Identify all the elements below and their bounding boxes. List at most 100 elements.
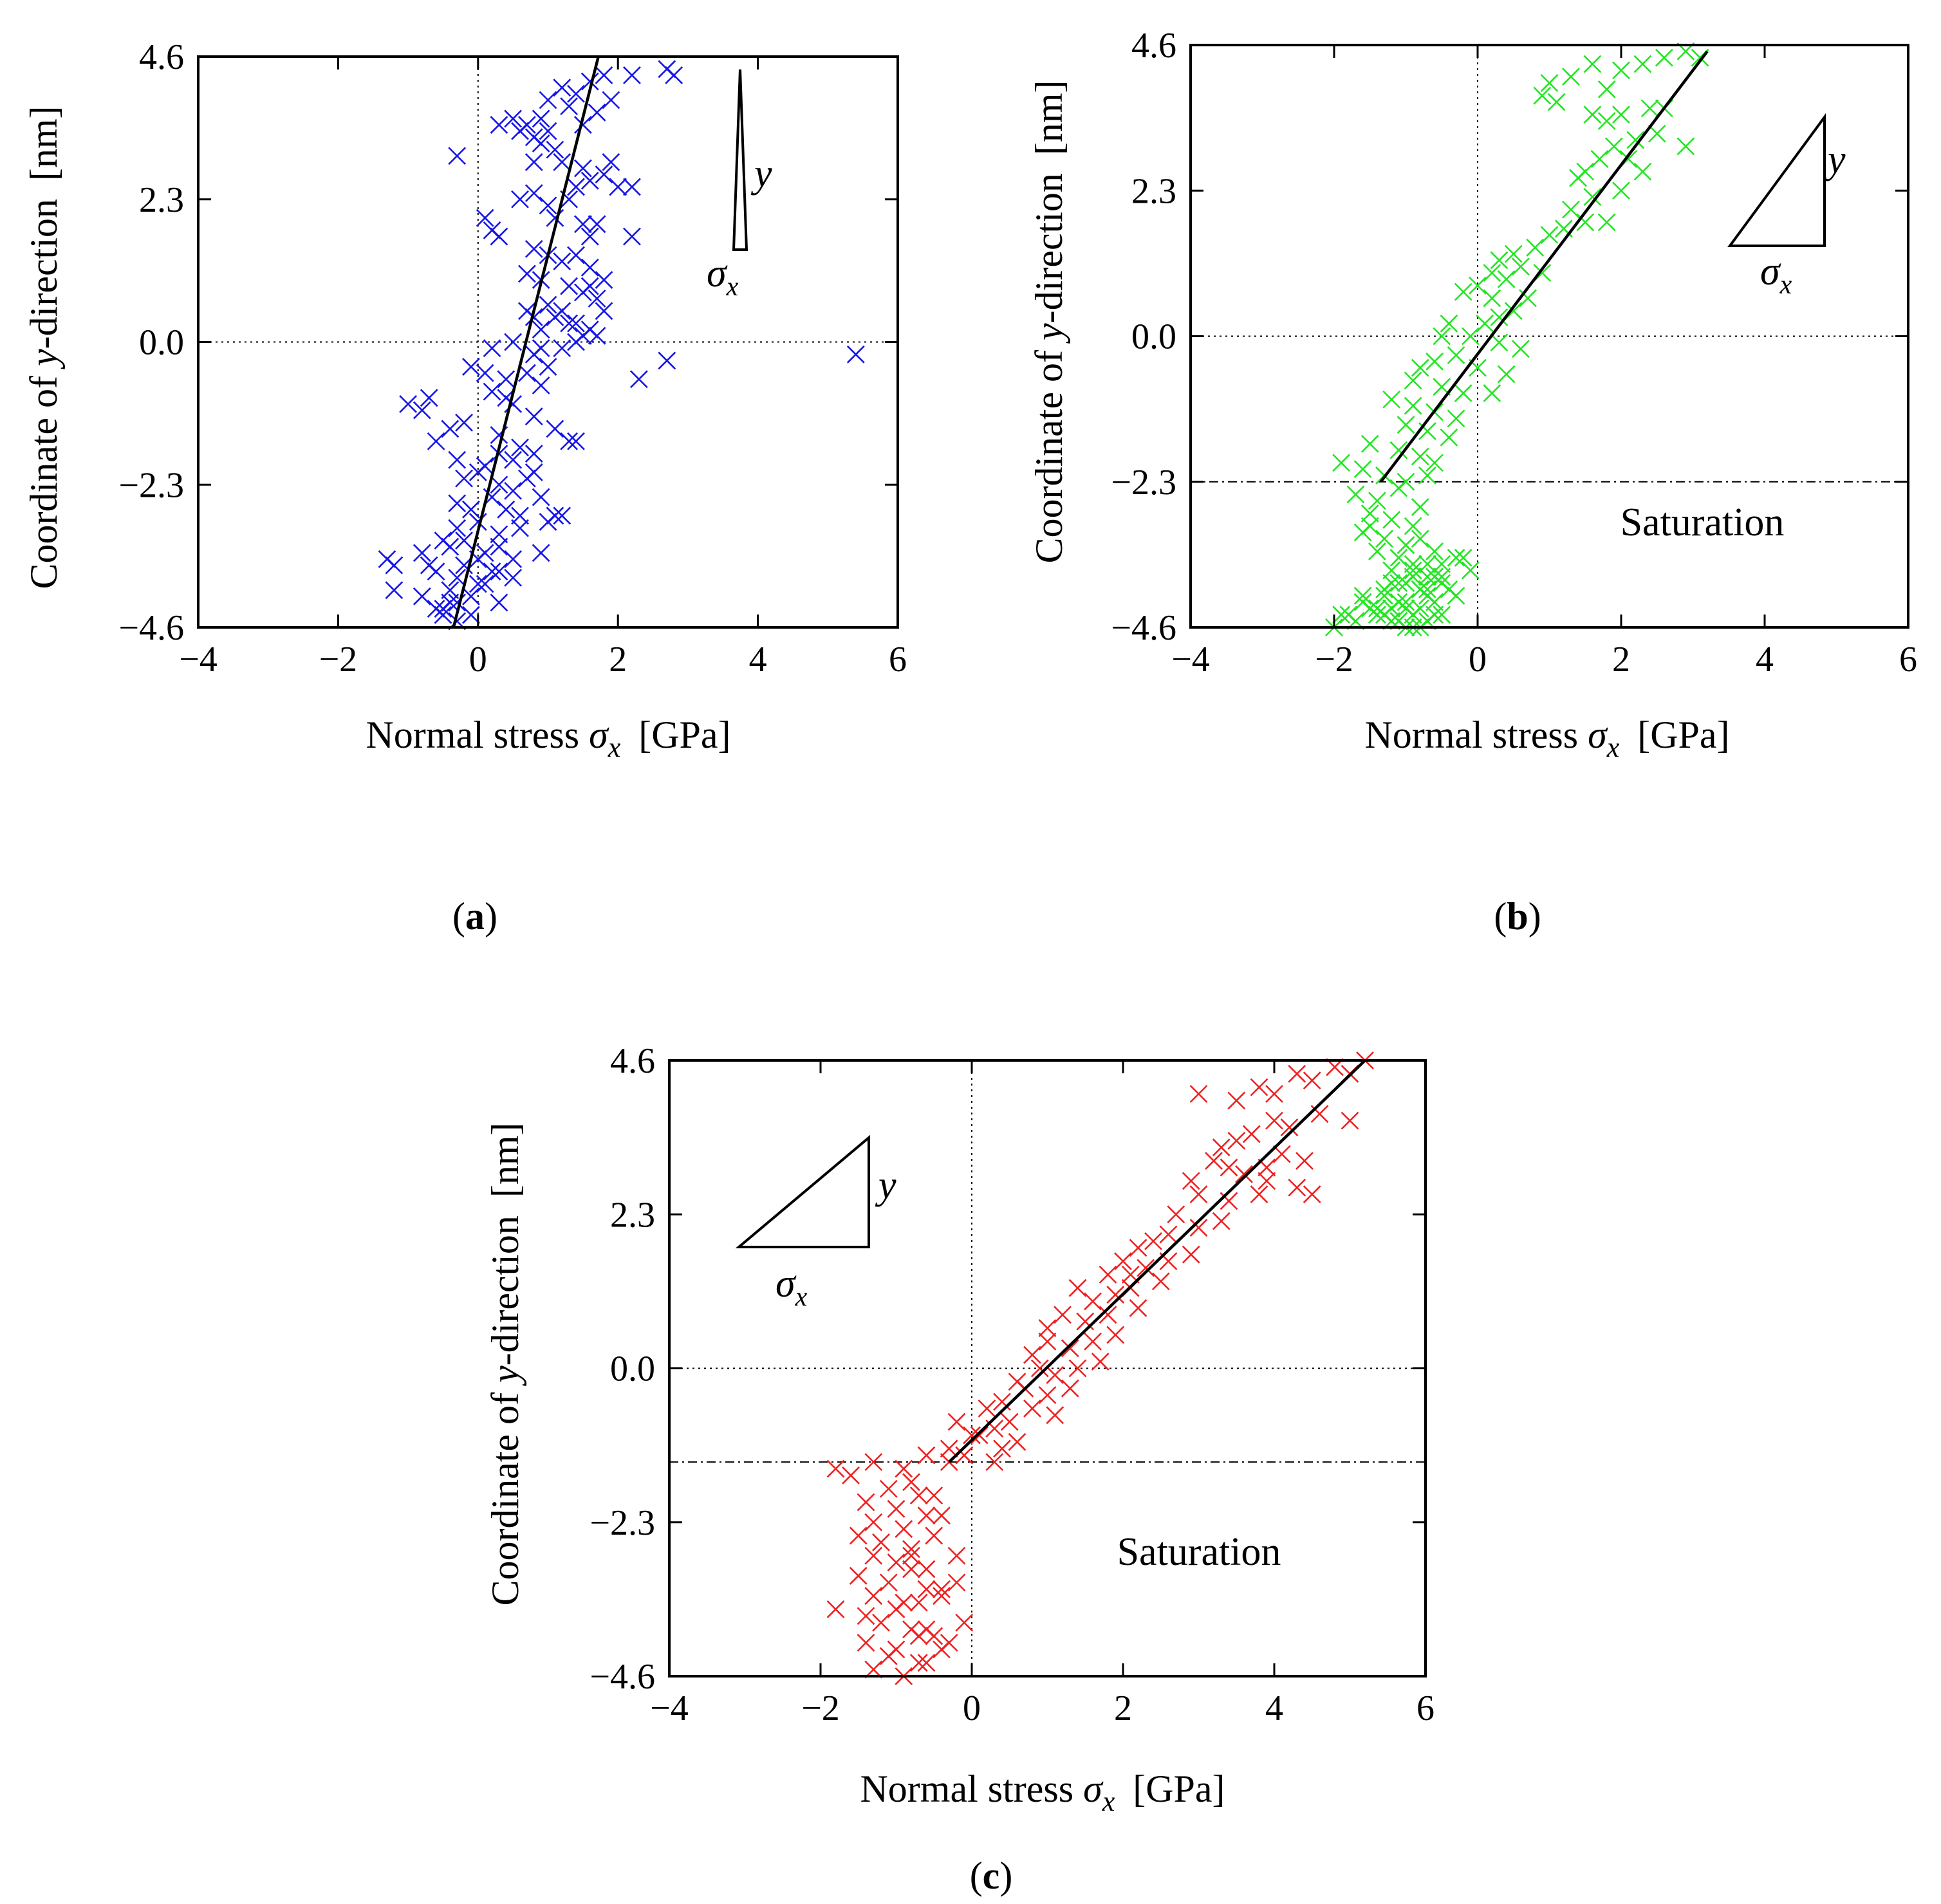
data-point-x-marker — [483, 339, 501, 358]
data-point-x-marker — [872, 1613, 890, 1632]
data-point-x-marker — [1389, 593, 1408, 611]
data-point-x-marker — [857, 1607, 875, 1625]
data-point-x-marker — [933, 1587, 951, 1605]
data-point-x-marker — [1626, 131, 1645, 149]
data-point-x-marker — [1404, 561, 1422, 580]
data-point-x-marker — [580, 227, 599, 246]
data-point-x-marker — [588, 103, 606, 122]
data-point-x-marker — [483, 562, 501, 581]
data-point-x-marker — [970, 1426, 989, 1445]
data-point-x-marker — [469, 463, 487, 481]
data-point-x-marker — [532, 320, 550, 339]
data-point-x-marker — [1296, 1152, 1314, 1170]
x-tick-labels: −4 −2 0 2 4 6 — [1171, 640, 1917, 679]
data-point-x-marker — [1454, 548, 1472, 567]
data-point-x-marker — [909, 1593, 928, 1612]
data-point-x-marker — [567, 333, 585, 351]
data-point-x-marker — [588, 326, 606, 345]
data-point-x-marker — [864, 1453, 883, 1472]
data-point-x-marker — [1046, 1365, 1064, 1384]
data-point-x-marker — [1220, 1158, 1238, 1177]
y-tick-label: 4.6 — [1131, 26, 1176, 66]
y-axis-label: Coordinate of y-direction[nm] — [23, 106, 65, 589]
data-point-x-marker — [1433, 327, 1451, 346]
data-point-x-marker — [546, 308, 564, 326]
data-point-x-marker — [1633, 55, 1652, 73]
data-point-x-marker — [864, 1587, 883, 1605]
data-point-x-marker — [1106, 1326, 1125, 1344]
data-point-x-marker — [1341, 1111, 1359, 1130]
data-point-x-marker — [887, 1600, 905, 1618]
data-point-x-marker — [1144, 1232, 1162, 1250]
data-point-x-marker — [895, 1459, 913, 1478]
data-point-x-marker — [887, 1500, 905, 1518]
data-point-x-marker — [1397, 574, 1415, 593]
data-point-x-marker — [413, 401, 431, 420]
y-tick-labels: −4.6 −2.3 0.0 2.3 4.6 — [1111, 26, 1176, 648]
data-point-x-marker — [573, 215, 592, 234]
y-axis-label: Coordinate of y-direction[nm] — [1028, 80, 1070, 563]
data-point-x-marker — [1454, 384, 1472, 402]
x-tick-label: 4 — [1756, 640, 1774, 679]
data-point-x-marker — [595, 165, 613, 184]
data-point-x-marker — [1490, 333, 1509, 352]
data-point-x-marker — [490, 476, 508, 494]
data-point-x-marker — [1411, 358, 1429, 377]
data-point-x-marker — [933, 1580, 951, 1598]
data-point-x-marker — [1426, 605, 1444, 624]
data-point-x-marker — [1490, 308, 1509, 326]
data-point-x-marker — [1404, 371, 1422, 390]
data-point-x-marker — [539, 91, 557, 109]
y-tick-label: 2.3 — [610, 1195, 655, 1235]
data-point-x-marker — [1389, 479, 1408, 497]
data-point-x-marker — [1084, 1292, 1102, 1311]
data-point-x-marker — [1137, 1259, 1155, 1277]
data-point-x-marker — [1576, 213, 1595, 232]
x-tick-label: −2 — [801, 1688, 840, 1728]
data-point-x-marker — [1418, 580, 1436, 598]
data-point-x-marker — [525, 407, 543, 426]
linear-fit-line — [948, 1059, 1366, 1463]
data-point-x-marker — [1426, 454, 1444, 472]
zero-reference-lines — [1191, 45, 1908, 627]
data-point-x-marker — [525, 308, 543, 326]
data-point-x-marker — [546, 208, 564, 227]
data-point-x-marker — [560, 432, 579, 450]
data-point-x-marker — [1418, 568, 1436, 586]
triangle-shape — [735, 1134, 870, 1248]
data-point-x-marker — [623, 178, 641, 196]
data-point-x-marker — [1265, 1111, 1283, 1130]
data-point-x-marker — [511, 438, 529, 457]
data-point-x-marker — [560, 97, 579, 116]
data-point-x-marker — [462, 605, 480, 624]
data-point-x-marker — [879, 1479, 898, 1498]
x-tick-labels: −4 −2 0 2 4 6 — [179, 640, 907, 679]
data-point-x-marker — [1361, 517, 1379, 535]
data-point-x-marker — [1440, 314, 1458, 333]
data-point-x-marker — [1540, 74, 1559, 92]
data-point-x-marker — [448, 450, 467, 469]
data-point-x-marker — [1411, 580, 1429, 598]
x-tick-label: 0 — [469, 640, 487, 679]
data-point-x-marker — [517, 364, 536, 382]
x-tick-label: −2 — [1315, 640, 1353, 679]
data-point-x-marker — [902, 1560, 920, 1578]
data-point-x-marker — [1227, 1091, 1246, 1110]
data-point-x-marker — [462, 358, 480, 376]
data-point-x-marker — [455, 469, 473, 488]
data-point-x-marker — [1068, 1359, 1087, 1378]
data-points — [378, 60, 865, 631]
data-point-x-marker — [1046, 1406, 1064, 1425]
data-point-x-marker — [427, 432, 445, 450]
data-point-x-marker — [532, 376, 550, 394]
data-point-x-marker — [560, 314, 579, 333]
data-point-x-marker — [1023, 1399, 1041, 1418]
data-point-x-marker — [1504, 245, 1523, 263]
data-point-x-marker — [909, 1654, 928, 1672]
data-point-x-marker — [658, 351, 676, 370]
data-point-x-marker — [1182, 1245, 1200, 1264]
data-point-x-marker — [1640, 99, 1659, 118]
data-point-x-marker — [455, 531, 473, 550]
data-point-x-marker — [1454, 282, 1472, 301]
x-tick-label: 6 — [889, 640, 907, 679]
